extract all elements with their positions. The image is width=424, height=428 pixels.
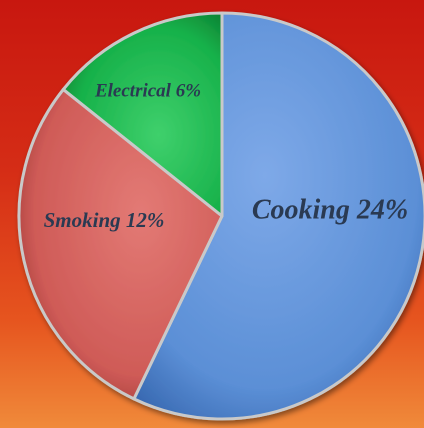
pie-slice-cooking [132, 11, 424, 421]
pie-labels: Cooking 24% Smoking 12% Electrical 6% [44, 80, 409, 231]
pie-label-cooking: Cooking 24% [252, 194, 408, 225]
pie-slice-electrical [61, 11, 224, 218]
pie-label-smoking: Smoking 12% [44, 208, 165, 232]
pie-slices [17, 11, 424, 421]
pie-label-electrical: Electrical 6% [94, 80, 201, 101]
pie-slice-smoking [17, 87, 224, 401]
